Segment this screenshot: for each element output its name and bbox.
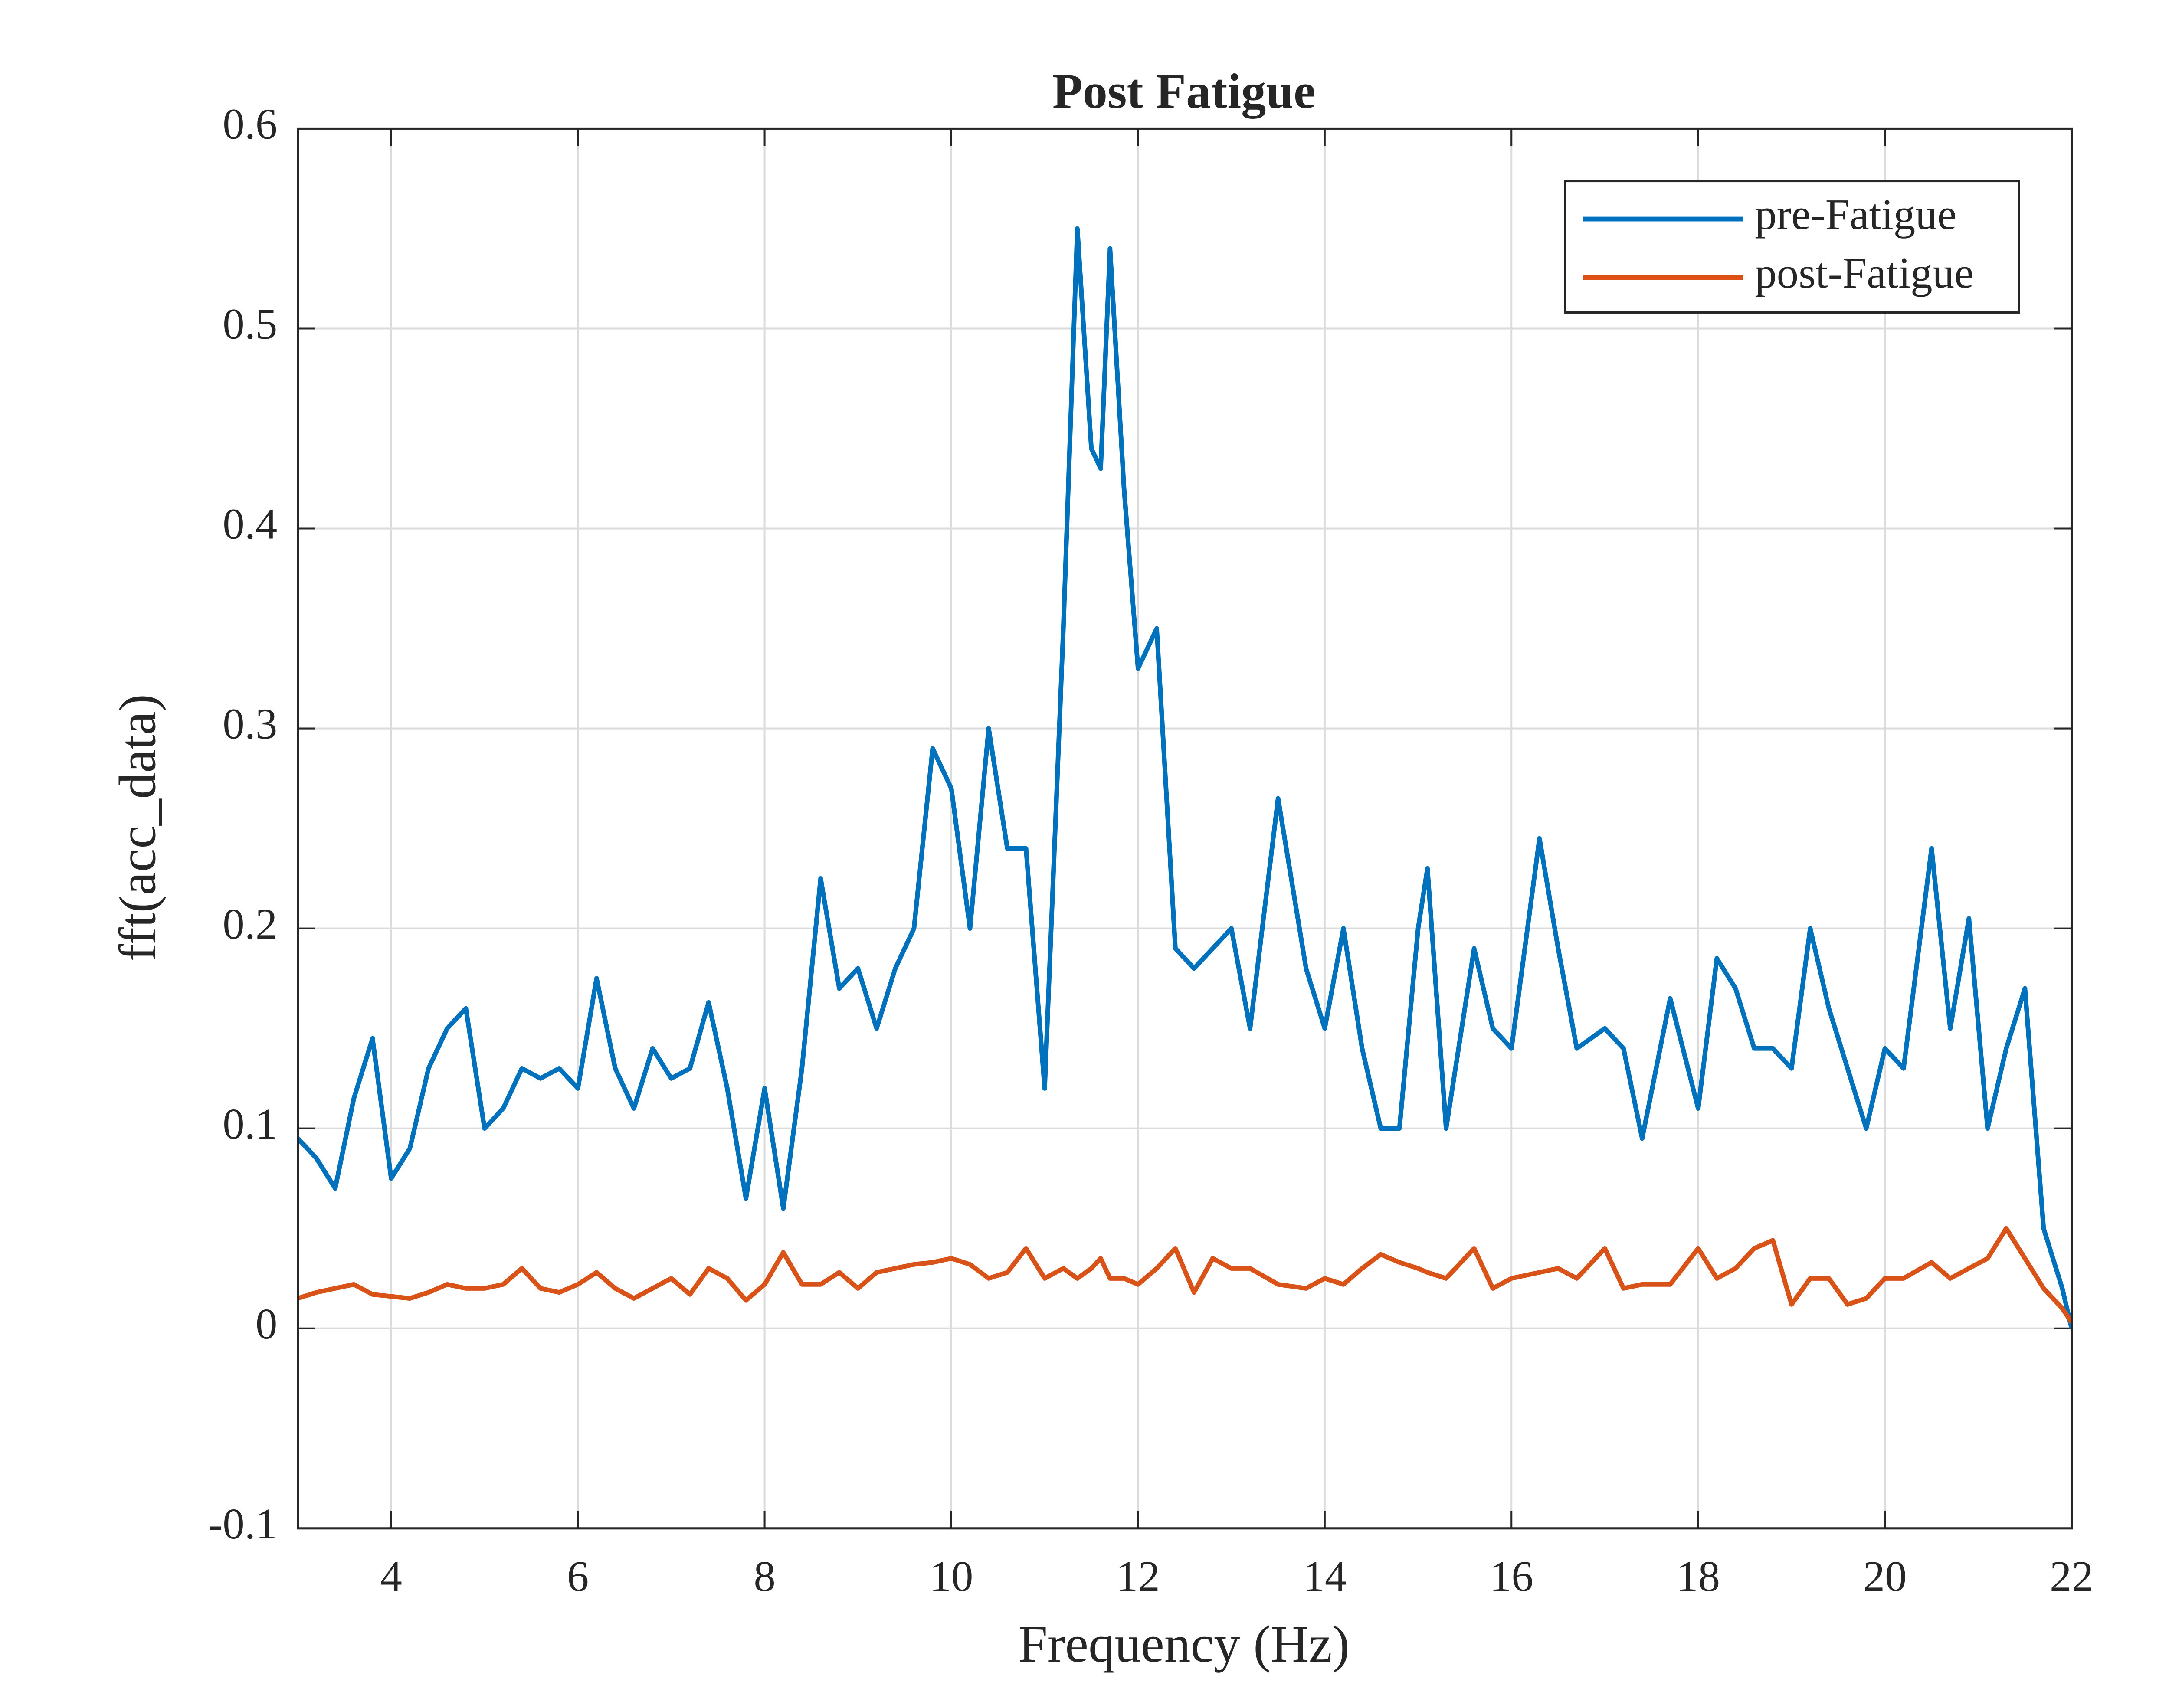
- y-tick-label: 0.2: [223, 900, 277, 948]
- y-tick-label: 0: [256, 1299, 277, 1348]
- y-tick-label: -0.1: [208, 1499, 278, 1548]
- y-tick-label: 0.6: [223, 100, 277, 148]
- data-line: [298, 1226, 2072, 1324]
- legend-label: post-Fatigue: [1755, 249, 1974, 297]
- x-tick-label: 4: [380, 1552, 402, 1600]
- x-axis-label: Frequency (Hz): [1019, 1615, 1350, 1673]
- x-tick-label: 8: [754, 1552, 775, 1600]
- legend-label: pre-Fatigue: [1755, 190, 1956, 239]
- x-tick-label: 18: [1676, 1552, 1720, 1600]
- x-tick-label: 16: [1490, 1552, 1533, 1600]
- x-tick-label: 10: [930, 1552, 973, 1600]
- chart-title: Post Fatigue: [1052, 64, 1316, 119]
- y-axis-label: fft(acc_data): [109, 694, 167, 961]
- x-tick-label: 22: [2050, 1552, 2094, 1600]
- data-line: [298, 226, 2072, 1329]
- x-tick-label: 12: [1116, 1552, 1160, 1600]
- x-tick-label: 20: [1863, 1552, 1907, 1600]
- y-tick-label: 0.4: [223, 500, 277, 548]
- y-tick-label: 0.1: [223, 1099, 277, 1148]
- legend-box: [1564, 180, 2020, 314]
- plot-frame: [297, 127, 2073, 1530]
- y-tick-label: 0.5: [223, 300, 277, 348]
- x-tick-label: 6: [567, 1552, 589, 1600]
- x-tick-label: 14: [1303, 1552, 1347, 1600]
- y-tick-label: 0.3: [223, 700, 277, 748]
